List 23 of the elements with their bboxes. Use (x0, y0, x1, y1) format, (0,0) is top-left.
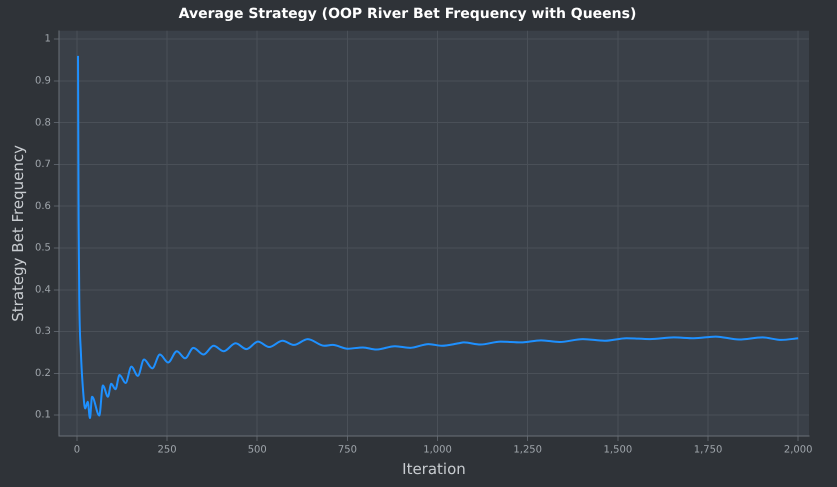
y-tick-label: 0.3 (34, 326, 51, 338)
y-tick-label: 0.2 (34, 368, 51, 379)
y-tick-label: 0.7 (34, 159, 51, 170)
x-axis-title: Iteration (402, 460, 466, 478)
x-tick-label: 0 (74, 444, 80, 456)
x-tick-label: 1,750 (694, 444, 722, 456)
y-tick-label: 0.4 (34, 284, 51, 296)
y-tick-label: 1 (44, 34, 51, 45)
y-tick-label: 0.8 (34, 117, 51, 128)
y-tick-label: 0.1 (34, 410, 51, 421)
x-tick-label: 1,000 (423, 444, 452, 456)
x-tick-label: 1,500 (604, 444, 632, 456)
y-tick-label: 0.9 (34, 76, 51, 87)
y-tick-label: 0.6 (34, 200, 51, 212)
x-tick-label: 1,250 (513, 444, 542, 456)
y-tick-label: 0.5 (34, 242, 51, 254)
x-tick-label: 750 (338, 444, 357, 456)
chart-title: Average Strategy (OOP River Bet Frequency with Queens) (178, 6, 636, 22)
y-axis-title: Strategy Bet Frequency (8, 144, 27, 322)
x-tick-label: 500 (248, 444, 267, 456)
x-tick-label: 250 (158, 444, 177, 456)
x-tick-label: 2,000 (784, 444, 812, 456)
line-series (77, 54, 800, 420)
